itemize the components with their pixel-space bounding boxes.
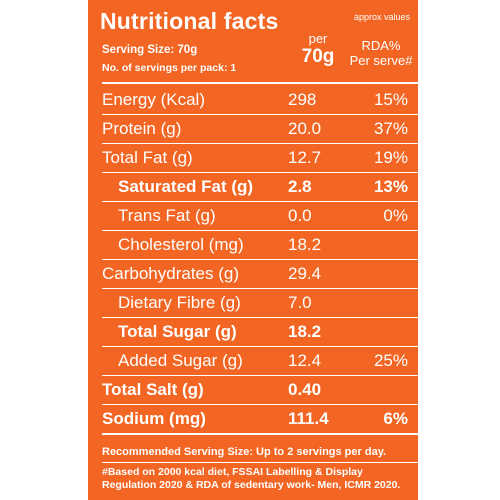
nutrient-row-energy: Energy (Kcal) 298 15%: [102, 86, 418, 115]
serving-size: Serving Size: 70g: [102, 44, 198, 56]
nutrient-value: 2.8: [288, 177, 312, 196]
nutrient-name: Trans Fat (g): [118, 206, 216, 225]
nutrient-row-total-sugar: Total Sugar (g) 18.2: [102, 318, 418, 347]
rda-column-header: RDA% Per serve#: [340, 38, 418, 68]
nutrient-rda: 19%: [373, 148, 408, 167]
footnote-line-2: Regulation 2020 & RDA of sedentary work-…: [102, 479, 401, 491]
nutrient-name: Total Fat (g): [102, 148, 193, 167]
nutrient-rda: 15%: [373, 90, 408, 109]
nutrient-name: Added Sugar (g): [118, 351, 243, 370]
nutrient-name: Total Salt (g): [102, 380, 204, 399]
nutrient-value: 20.0: [288, 119, 322, 138]
per-column-header: per 70g: [288, 32, 348, 68]
nutrient-value: 298: [288, 90, 317, 109]
nutrient-value: 7.0: [288, 293, 312, 312]
nutrient-name: Total Sugar (g): [118, 322, 237, 341]
nutrition-label: Nutritional facts approx values Serving …: [88, 0, 418, 500]
nutrient-row-carbohydrates: Carbohydrates (g) 29.4: [102, 260, 418, 289]
label-title: Nutritional facts: [100, 8, 279, 34]
nutrient-row-saturated-fat: Saturated Fat (g) 2.8 13%: [102, 173, 418, 202]
per-amount: 70g: [301, 46, 335, 67]
nutrient-row-total-fat: Total Fat (g) 12.7 19%: [102, 144, 418, 173]
footnote: #Based on 2000 kcal diet, FSSAI Labellin…: [102, 466, 418, 492]
nutrient-row-added-sugar: Added Sugar (g) 12.4 25%: [102, 347, 418, 376]
nutrient-name: Protein (g): [102, 119, 182, 138]
nutrient-row-protein: Protein (g) 20.0 37%: [102, 115, 418, 144]
rda-label: RDA%: [361, 38, 401, 53]
nutrient-value: 0.40: [288, 380, 322, 399]
nutrient-value: 12.4: [288, 351, 322, 370]
nutrient-rda: 6%: [383, 409, 408, 428]
nutrient-value: 111.4: [288, 409, 329, 428]
nutrient-name: Energy (Kcal): [102, 90, 205, 109]
nutrient-row-total-salt: Total Salt (g) 0.40: [102, 376, 418, 405]
per-label: per: [308, 31, 328, 46]
nutrient-value: 0.0: [288, 206, 312, 225]
approx-values-note: approx values: [353, 12, 410, 22]
nutrient-name: Carbohydrates (g): [102, 264, 240, 283]
footer-divider: [102, 462, 418, 463]
nutrient-value: 18.2: [288, 235, 322, 254]
nutrient-name: Dietary Fibre (g): [118, 293, 241, 312]
nutrient-row-cholesterol: Cholesterol (mg) 18.2: [102, 231, 418, 260]
servings-per-pack: No. of servings per pack: 1: [102, 62, 237, 74]
nutrient-value: 29.4: [288, 264, 322, 283]
nutrient-name: Saturated Fat (g): [118, 177, 254, 196]
nutrient-rda: 37%: [373, 119, 408, 138]
nutrient-row-sodium: Sodium (mg) 111.4 6%: [102, 405, 418, 435]
nutrient-rda: 13%: [373, 177, 408, 196]
nutrient-row-trans-fat: Trans Fat (g) 0.0 0%: [102, 202, 418, 231]
recommended-serving: Recommended Serving Size: Up to 2 servin…: [102, 446, 387, 458]
nutrient-rda: 25%: [373, 351, 408, 370]
nutrient-name: Sodium (mg): [102, 409, 206, 428]
footnote-line-1: #Based on 2000 kcal diet, FSSAI Labellin…: [102, 466, 363, 478]
header-divider: [102, 82, 418, 84]
nutrient-value: 18.2: [288, 322, 322, 341]
nutrient-row-dietary-fibre: Dietary Fibre (g) 7.0: [102, 289, 418, 318]
rda-sub-label: Per serve#: [349, 53, 413, 68]
nutrient-rda: 0%: [383, 206, 408, 225]
nutrient-name: Cholesterol (mg): [118, 235, 244, 254]
nutrient-value: 12.7: [288, 148, 322, 167]
